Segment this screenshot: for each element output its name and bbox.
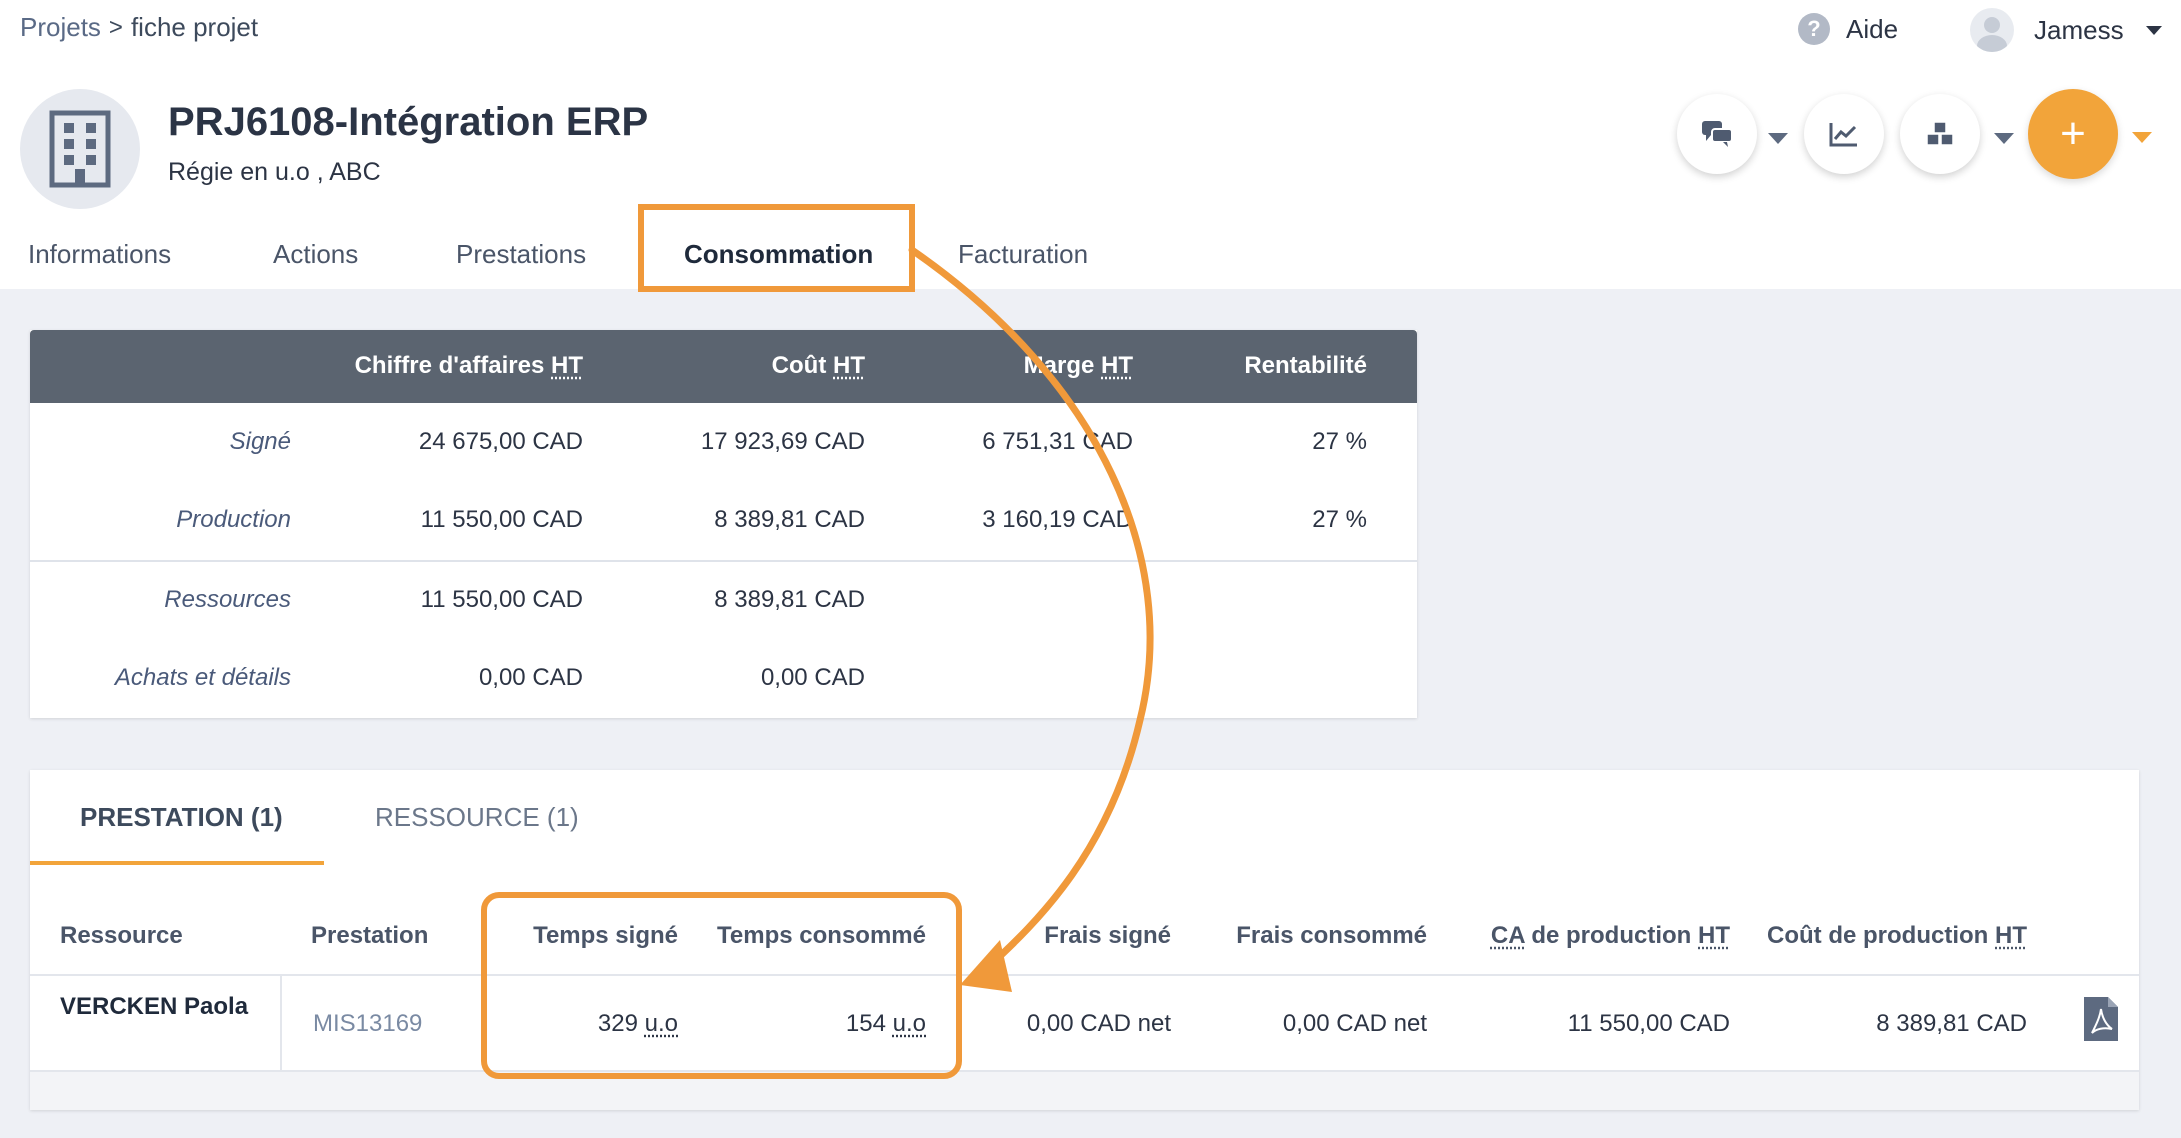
messages-dropdown-icon[interactable] (1768, 133, 1788, 144)
purchases-cost: 0,00 CAD (760, 664, 865, 691)
tab-prestations[interactable]: Prestations (456, 239, 587, 269)
user-name: Jamess (2034, 14, 2124, 45)
project-type: Régie en u.o , (168, 158, 324, 186)
col-time-consumed: Temps consommé (717, 922, 926, 949)
col-revenue: Chiffre d'affaires HT (355, 352, 583, 380)
time-signed-value: 329 u.o (598, 1010, 678, 1038)
col-profitability: Rentabilité (1244, 352, 1367, 379)
time-consumed-value: 154 u.o (846, 1010, 926, 1038)
tab-informations[interactable]: Informations (28, 239, 172, 269)
col-production-cost-label: Coût de production (1767, 922, 1989, 949)
table-row-bottom-border (30, 1070, 2139, 1072)
cubes-icon (1926, 121, 1954, 146)
building-icon (49, 110, 111, 188)
user-avatar-icon (1970, 8, 2014, 52)
page-title: PRJ6108-Intégration ERP (168, 100, 649, 144)
row-label-purchases: Achats et détails (114, 664, 291, 691)
resources-revenue: 11 550,00 CAD (420, 586, 583, 613)
breadcrumb-current: fiche projet (130, 12, 259, 42)
statistics-button[interactable] (1804, 94, 1884, 174)
ca-abbr: CA (1490, 922, 1525, 949)
annotation-columns-highlight (481, 892, 962, 1079)
col-margin: Marge HT (1024, 352, 1133, 380)
modules-dropdown-icon[interactable] (1994, 133, 2014, 144)
unit-abbr: u.o (644, 1010, 678, 1037)
active-tab-indicator (30, 861, 324, 865)
help-label: Aide (1846, 13, 1899, 44)
time-signed-number: 329 (597, 1010, 638, 1037)
table-header-separator (30, 974, 2139, 976)
modules-button[interactable] (1900, 94, 1980, 174)
chevron-down-icon (2145, 25, 2162, 35)
summary-divider (30, 560, 1417, 562)
user-menu[interactable]: Jamess (1970, 8, 2162, 52)
ht-abbr: HT (551, 352, 583, 379)
col-production-ca-label: de production (1531, 922, 1692, 949)
ht-abbr: HT (1698, 922, 1730, 949)
ht-abbr: HT (833, 352, 865, 379)
resource-name-link[interactable]: VERCKEN Paola (60, 993, 249, 1020)
col-time-signed: Temps signé (533, 922, 678, 949)
add-button[interactable]: + (2028, 89, 2118, 179)
unit-abbr: u.o (892, 1010, 926, 1037)
tab-consommation[interactable]: Consommation (684, 239, 874, 269)
resources-cost: 8 389,81 CAD (714, 586, 865, 613)
col-fees-consumed: Frais consommé (1236, 922, 1427, 949)
tab-actions[interactable]: Actions (273, 239, 359, 269)
summary-header: Chiffre d'affaires HT Coût HT Marge HT R… (30, 330, 1417, 403)
ht-abbr: HT (1101, 352, 1133, 379)
consumption-detail-card: PRESTATION (1) RESSOURCE (1) Ressource P… (30, 770, 2139, 1110)
production-margin: 3 160,19 CAD (982, 506, 1133, 533)
production-cost: 8 389,81 CAD (714, 506, 865, 533)
row-label-resources: Ressources (164, 586, 291, 613)
breadcrumb: Projets > fiche projet (20, 12, 258, 43)
prestation-link[interactable]: MIS13169 (313, 1010, 423, 1037)
ht-abbr: HT (1995, 922, 2027, 949)
col-fees-signed: Frais signé (1044, 922, 1171, 949)
time-consumed-number: 154 (845, 1010, 886, 1037)
chart-icon (1829, 123, 1857, 147)
annotation-tab-highlight (638, 204, 915, 292)
column-separator (280, 976, 282, 1070)
financial-summary-table: Chiffre d'affaires HT Coût HT Marge HT R… (30, 330, 1417, 718)
col-production-ca: CA de production HT (1491, 922, 1730, 950)
help-icon: ? (1798, 13, 1830, 45)
add-dropdown-icon[interactable] (2132, 132, 2152, 143)
row-label-production: Production (176, 506, 291, 533)
tab-ressource[interactable]: RESSOURCE (1) (375, 802, 579, 832)
col-production-cost: Coût de production HT (1767, 922, 2027, 950)
fees-signed-value: 0,00 CAD net (1026, 1010, 1171, 1037)
project-client-link[interactable]: ABC (329, 158, 381, 186)
production-revenue: 11 550,00 CAD (420, 506, 583, 533)
tab-prestation[interactable]: PRESTATION (1) (80, 802, 283, 832)
purchases-revenue: 0,00 CAD (478, 664, 583, 691)
tab-facturation[interactable]: Facturation (958, 239, 1089, 269)
col-margin-label: Marge (1023, 352, 1095, 379)
project-subtitle: Régie en u.o , ABC (168, 158, 381, 187)
production-ca-value: 11 550,00 CAD (1567, 1010, 1730, 1037)
project-avatar (20, 89, 140, 209)
signed-margin: 6 751,31 CAD (982, 428, 1133, 455)
production-profitability: 27 % (1312, 506, 1367, 533)
breadcrumb-separator: > (108, 13, 123, 41)
signed-profitability: 27 % (1312, 428, 1367, 455)
messages-button[interactable] (1677, 94, 1757, 174)
signed-revenue: 24 675,00 CAD (418, 428, 583, 455)
col-prestation: Prestation (311, 922, 429, 949)
col-resource: Ressource (60, 922, 183, 949)
fees-consumed-value: 0,00 CAD net (1282, 1010, 1427, 1037)
help-link[interactable]: ? Aide (1798, 13, 1898, 45)
plus-icon: + (2060, 109, 2086, 158)
col-cost-label: Coût (771, 352, 827, 379)
breadcrumb-projects-link[interactable]: Projets (20, 12, 101, 42)
pdf-icon[interactable] (2082, 995, 2120, 1043)
signed-cost: 17 923,69 CAD (700, 428, 865, 455)
production-cost-value: 8 389,81 CAD (1876, 1010, 2027, 1037)
row-label-signed: Signé (229, 428, 291, 455)
col-revenue-label: Chiffre d'affaires (354, 352, 545, 379)
chat-icon (1702, 121, 1733, 147)
col-cost: Coût HT (772, 352, 865, 380)
table-footer (30, 1072, 2139, 1110)
